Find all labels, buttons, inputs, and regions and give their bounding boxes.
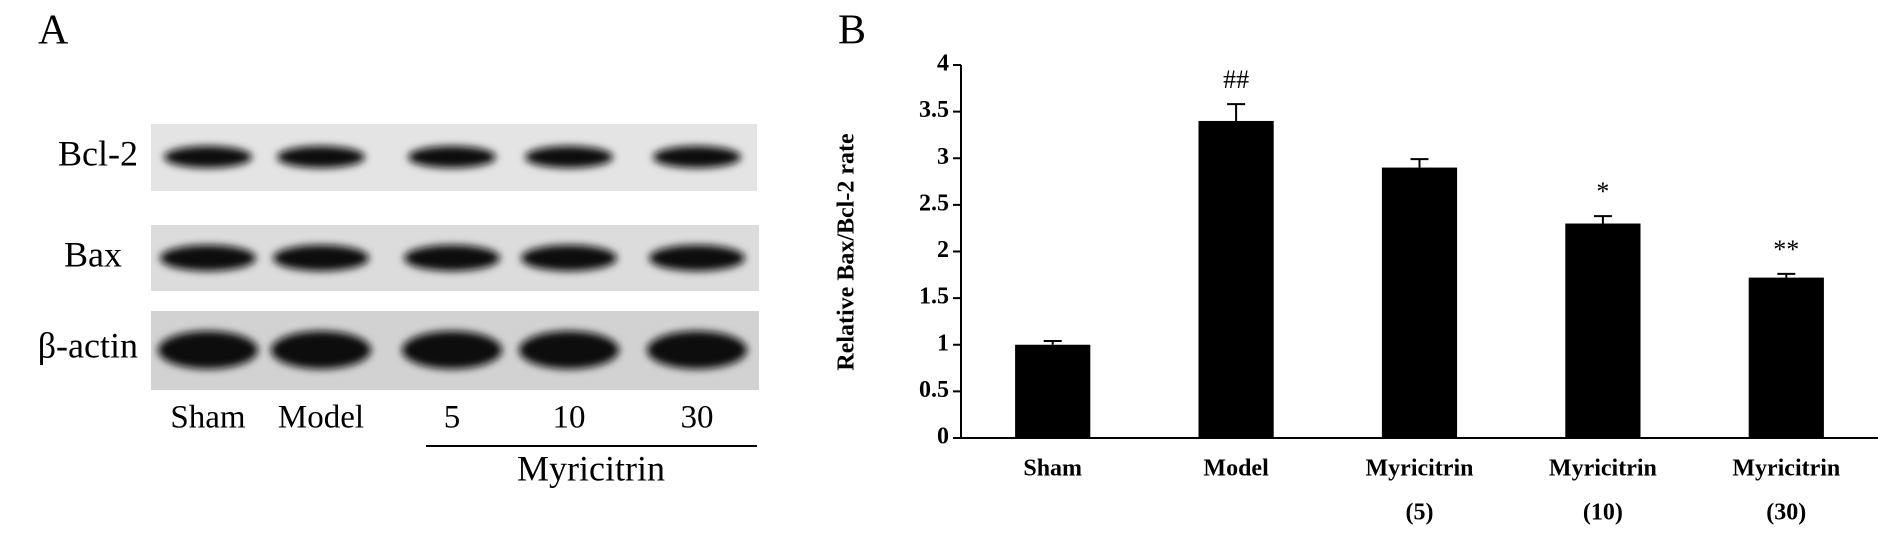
bar [1565,223,1641,438]
panel-label: B [838,8,866,54]
error-bar [1227,103,1246,121]
error-bar [1410,158,1429,168]
error-bar [1043,340,1062,345]
blot-band [160,245,256,271]
x-tick-label: Model [1203,456,1269,482]
panel-label: A [38,8,69,54]
lane-label: 30 [681,400,714,436]
row-label: β-actin [38,325,138,365]
significance-label: ## [1223,65,1249,94]
significance-label: * [1596,177,1609,206]
lane-label: 10 [553,400,586,436]
bar [1381,167,1458,438]
y-tick-label: 0 [937,424,949,450]
x-tick-label: Myricitrin [1732,456,1840,482]
blot-band [404,245,500,271]
blot-band [647,331,747,369]
y-tick-label: 3 [937,144,949,170]
y-tick-label: 0.5 [919,377,949,403]
blot-band [277,146,365,168]
y-tick-label: 1 [937,330,949,356]
y-tick-label: 1.5 [919,284,949,310]
blot-band [519,331,619,369]
lane-label: Model [278,400,364,436]
x-tick-label: (5) [1406,500,1434,526]
blot-band [653,146,741,168]
blot-band [158,331,258,369]
blot-band [271,331,371,369]
lane-label: Sham [170,400,246,436]
blot-band [649,245,745,271]
blot-band [402,331,502,369]
x-tick-label: (30) [1766,500,1806,526]
blot-band [521,245,617,271]
lane-label: 5 [444,400,461,436]
blot-band [408,146,496,168]
y-tick-label: 2.5 [919,190,949,216]
blot-band [273,245,369,271]
row-label: Bax [64,234,122,274]
x-tick-label: Myricitrin [1549,456,1657,482]
y-tick-label: 4 [937,51,949,77]
significance-label: ** [1773,235,1799,264]
bar [1198,120,1274,438]
row-label: Bcl-2 [58,133,138,173]
error-bar [1777,272,1796,278]
blot-bands [158,146,747,369]
x-tick-label: Sham [1023,456,1082,482]
error-bar [1593,215,1612,224]
y-tick-label: 2 [937,237,949,263]
group-label: Myricitrin [517,448,665,488]
y-tick-label: 3.5 [919,97,949,123]
bar [1015,344,1091,438]
x-tick-label: Myricitrin [1366,456,1474,482]
y-axis-label: Relative Bax/Bcl-2 rate [834,133,860,371]
blot-band [164,146,252,168]
blot-band [525,146,613,168]
x-tick-label: (10) [1583,500,1623,526]
bar [1748,277,1824,438]
